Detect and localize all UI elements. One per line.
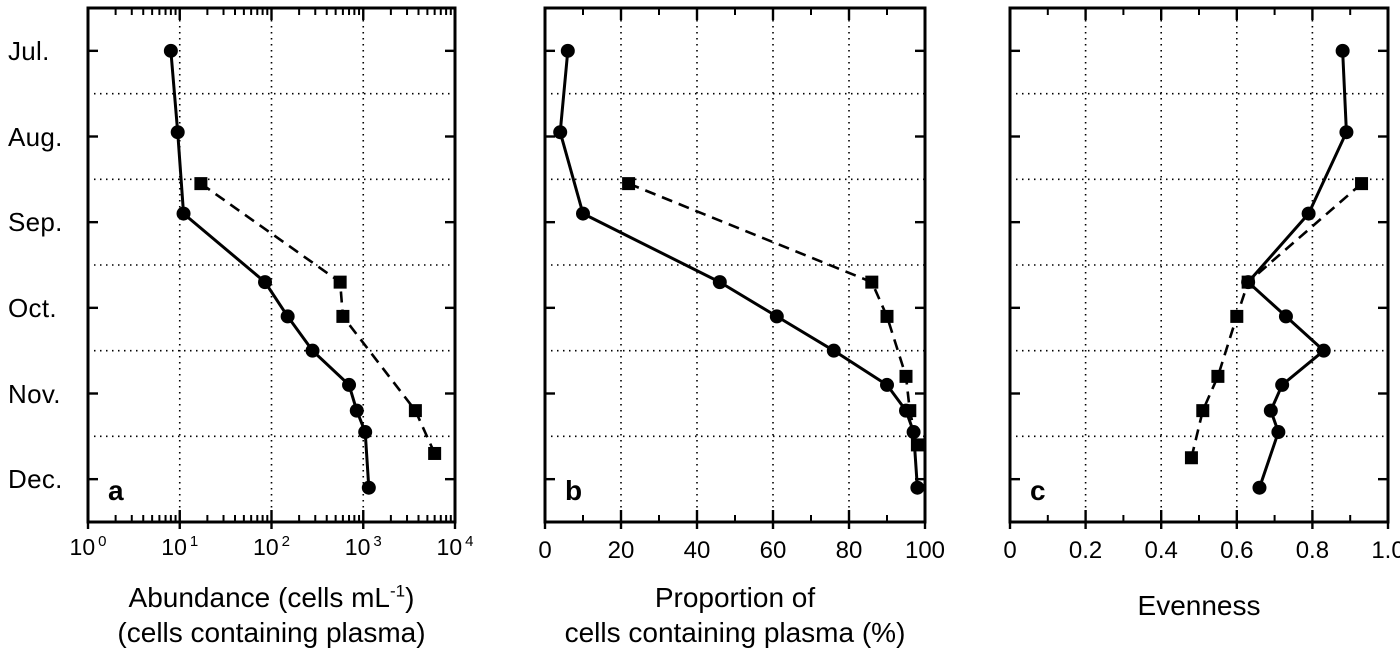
data-point-square	[1184, 451, 1198, 465]
data-point-square	[408, 404, 422, 418]
data-point-square	[880, 309, 894, 323]
data-point-circle	[170, 125, 185, 140]
data-point-circle	[769, 309, 784, 324]
data-point-circle	[1335, 43, 1350, 58]
panel-letter-a: a	[108, 475, 124, 506]
data-point-square	[194, 177, 208, 191]
data-point-circle	[553, 125, 568, 140]
data-point-circle	[560, 43, 575, 58]
plot-border-c	[1008, 6, 1390, 524]
data-point-circle	[1339, 125, 1354, 140]
data-point-square	[1230, 309, 1244, 323]
data-point-circle	[258, 275, 273, 290]
data-point-square	[336, 309, 350, 323]
data-point-circle	[1271, 425, 1286, 440]
abundance-label-main: Abundance (cells mL	[128, 582, 391, 613]
data-point-circle	[1316, 343, 1331, 358]
data-point-circle	[361, 480, 376, 495]
data-point-circle	[349, 403, 364, 418]
panel-letter-b: b	[565, 475, 582, 506]
panel-letter-c: c	[1030, 475, 1046, 506]
data-point-square	[333, 275, 347, 289]
data-point-circle	[1278, 309, 1293, 324]
data-point-circle	[305, 343, 320, 358]
data-point-circle	[712, 275, 727, 290]
data-point-circle	[358, 425, 373, 440]
x-axis-title-proportion-line1: Proportion of	[654, 582, 816, 613]
data-point-circle	[576, 206, 590, 221]
data-point-circle	[342, 377, 357, 392]
x-axis-title-evenness-line1: Evenness	[1137, 590, 1261, 621]
data-point-circle	[280, 309, 295, 324]
plot-border-b	[543, 6, 927, 524]
data-point-circle	[1275, 377, 1290, 392]
data-point-square	[1211, 369, 1225, 383]
data-point-circle	[826, 343, 841, 358]
data-point-circle	[910, 480, 925, 495]
data-point-square	[1196, 404, 1210, 418]
data-point-circle	[1263, 403, 1278, 418]
series-line-dashed	[200, 182, 436, 454]
x-axis-title-abundance-line2: (cells containing plasma)	[117, 617, 426, 648]
data-point-square	[1241, 275, 1255, 289]
data-point-square	[622, 177, 636, 191]
x-axis-title-proportion-line2: cells containing plasma (%)	[564, 617, 906, 648]
data-point-circle	[163, 43, 178, 58]
series-line-solid	[1246, 50, 1348, 489]
x-axis-title-evenness: Evenness	[1010, 588, 1388, 623]
series-line-dashed	[1190, 182, 1363, 459]
series-line-solid	[558, 50, 919, 488]
abundance-label-close: )	[405, 582, 415, 613]
data-point-circle	[1252, 480, 1267, 495]
x-axis-title-abundance-line1: Abundance (cells mL-1)	[88, 580, 455, 615]
series-line-solid	[169, 50, 371, 488]
plot-border-a	[86, 6, 457, 524]
data-point-circle	[176, 206, 191, 221]
data-point-circle	[880, 377, 894, 392]
data-point-square	[903, 404, 917, 418]
data-point-square	[899, 369, 913, 383]
data-point-square	[428, 446, 442, 460]
data-point-square	[910, 438, 924, 452]
abundance-label-exponent: -1	[390, 581, 406, 601]
data-point-circle	[1301, 206, 1316, 221]
data-point-square	[865, 275, 879, 289]
x-axis-title-abundance: Abundance (cells mL-1) (cells containing…	[88, 580, 455, 650]
data-point-square	[1355, 177, 1369, 191]
x-axis-title-proportion: Proportion of cells containing plasma (%…	[545, 580, 925, 650]
